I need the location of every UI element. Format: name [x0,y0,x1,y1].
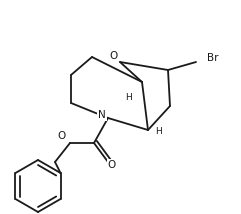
Text: O: O [57,131,65,141]
Text: H: H [155,126,162,135]
Text: Br: Br [207,53,219,63]
Text: O: O [108,160,116,170]
Text: O: O [110,51,118,61]
Text: O: O [110,51,118,61]
Text: N: N [98,110,106,120]
Text: O: O [57,131,65,141]
Text: H: H [125,92,132,101]
Text: N: N [98,110,106,120]
Text: O: O [108,160,116,170]
